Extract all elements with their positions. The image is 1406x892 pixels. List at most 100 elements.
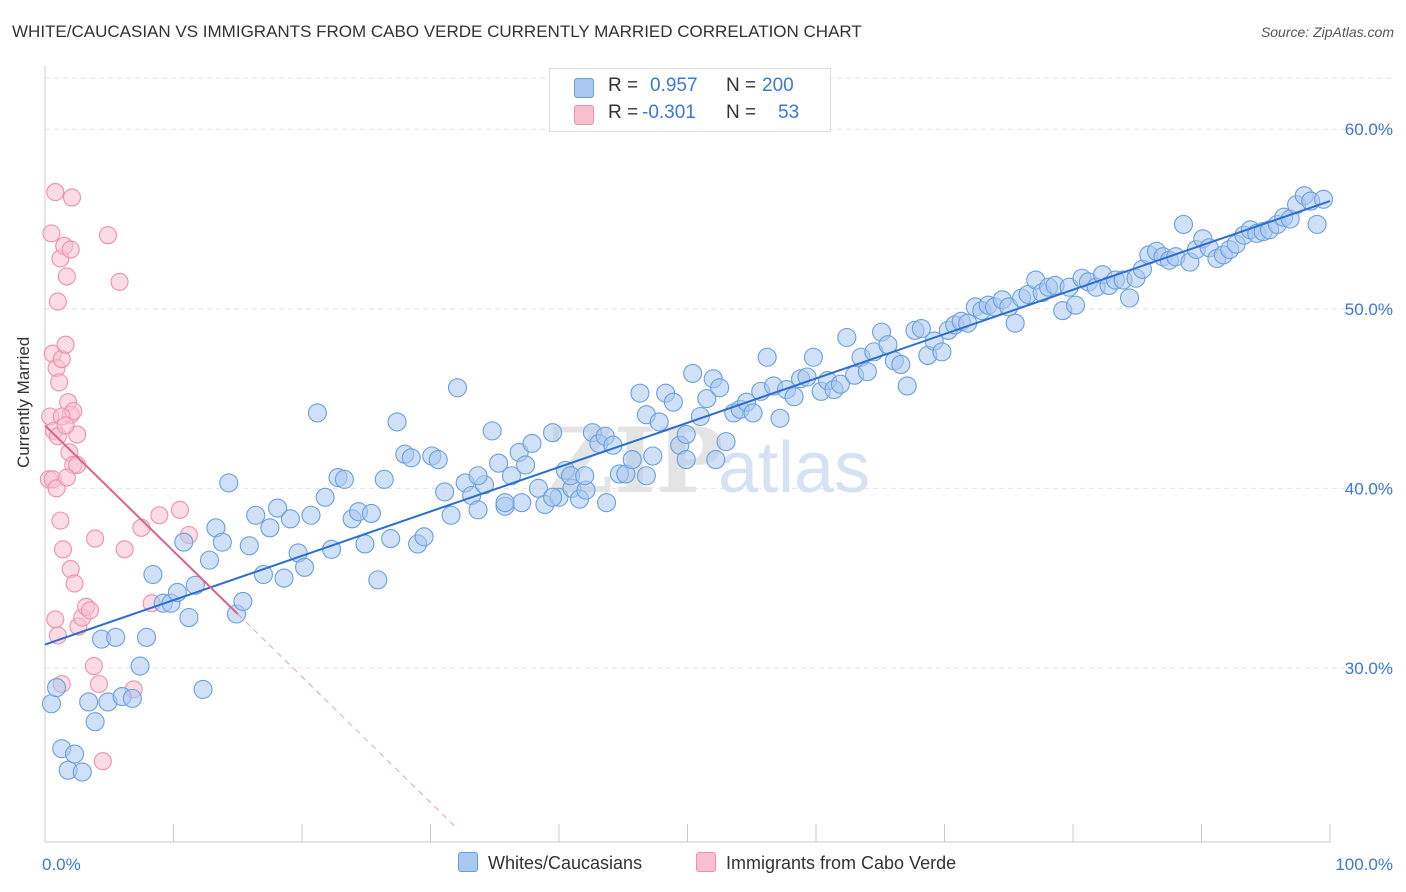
whites-point — [381, 529, 401, 549]
whites-point — [891, 354, 911, 374]
y-tick-label: 30.0% — [1345, 659, 1393, 678]
legend-r-value-2: -0.301 — [642, 102, 696, 123]
whites-point — [47, 678, 67, 698]
whites-point — [447, 378, 468, 398]
whites-point — [387, 412, 407, 432]
bottom-legend-swatch-blue — [458, 852, 478, 872]
whites-point — [596, 493, 617, 513]
chart-title: WHITE/CAUCASIAN VS IMMIGRANTS FROM CABO … — [12, 22, 862, 41]
whites-point — [489, 453, 509, 473]
cabo-verde-point — [62, 188, 82, 207]
cabo-verde-point — [84, 657, 103, 676]
whites-point — [837, 327, 857, 348]
whites-point — [1314, 189, 1334, 209]
whites-point — [199, 550, 220, 570]
whites-point — [630, 383, 650, 403]
whites-point — [716, 432, 736, 452]
trend-lines — [44, 200, 1331, 828]
whites-point — [315, 487, 335, 507]
legend-r-value-1: 0.957 — [650, 75, 698, 96]
whites-point — [830, 374, 850, 394]
whites-point — [368, 570, 388, 590]
whites-point — [301, 505, 321, 525]
whites-point — [528, 478, 548, 498]
bottom-legend-swatch-pink — [696, 852, 716, 872]
whites-point — [130, 656, 150, 676]
whites-point — [233, 591, 253, 611]
legend-r-label-2: R = — [608, 102, 639, 123]
whites-point — [676, 450, 696, 470]
whites-point — [374, 469, 394, 489]
whites-point — [663, 392, 683, 412]
cabo-verde-point — [56, 416, 75, 435]
whites-point — [41, 694, 61, 714]
y-axis-label: Currently Married — [14, 336, 33, 468]
whites-point — [260, 518, 280, 538]
whites-point — [307, 403, 327, 423]
whites-point — [770, 408, 790, 428]
legend-r-label-1: R = — [608, 75, 639, 96]
cabo-verde-trend-extension — [237, 613, 457, 828]
whites-point — [543, 423, 563, 443]
cabo-verde-point — [46, 183, 65, 202]
whites-point — [268, 498, 288, 518]
cabo-verde-point — [48, 292, 67, 311]
whites-trend-line — [44, 200, 1331, 646]
whites-point — [435, 482, 455, 502]
cabo-verde-point — [46, 610, 65, 629]
cabo-verde-point — [65, 574, 84, 593]
whites-point — [495, 493, 515, 513]
cabo-verde-point — [56, 335, 75, 354]
whites-point — [355, 534, 375, 554]
whites-point — [212, 532, 232, 552]
x-tick-label-max: 100.0% — [1335, 855, 1393, 874]
whites-point — [239, 536, 259, 556]
whites-point — [246, 505, 266, 525]
cabo-verde-trend-line — [44, 424, 239, 615]
cabo-verde-point — [42, 224, 61, 243]
whites-point — [575, 466, 595, 486]
whites-point — [143, 564, 163, 585]
whites-point — [512, 493, 532, 513]
x-tick-label-min: 0.0% — [42, 855, 81, 874]
whites-point — [522, 433, 542, 453]
whites-point — [428, 450, 448, 470]
bottom-legend-label-whites: Whites/Caucasians — [488, 853, 643, 873]
whites-point — [706, 450, 726, 470]
legend-swatch-pink — [574, 105, 594, 125]
whites-point — [295, 557, 315, 577]
whites-point — [468, 466, 488, 486]
cabo-verde-point — [170, 500, 189, 519]
whites-point — [784, 387, 804, 407]
whites-point — [441, 505, 461, 525]
whites-point — [1119, 288, 1140, 308]
whites-point — [219, 473, 239, 493]
whites-point — [193, 679, 213, 699]
watermark-atlas: atlas — [718, 428, 870, 508]
whites-point — [683, 363, 703, 383]
cabo-verde-point — [48, 626, 67, 645]
source-credit: Source: ZipAtlas.com — [1260, 24, 1394, 40]
whites-point — [482, 421, 502, 441]
correlation-legend: R = 0.957 N = 200 R = -0.301 N = 53 — [549, 68, 831, 132]
whites-point — [361, 503, 381, 524]
cabo-verde-point — [86, 529, 105, 548]
cabo-verde-point — [51, 511, 70, 530]
cabo-verde-point — [57, 468, 76, 487]
whites-point — [185, 575, 205, 595]
cabo-verde-point — [132, 518, 151, 537]
whites-point — [136, 627, 157, 647]
whites-point — [122, 688, 142, 708]
y-tick-label: 50.0% — [1345, 300, 1393, 319]
whites-point — [79, 692, 99, 712]
cabo-verde-point — [110, 272, 129, 291]
whites-point — [468, 500, 488, 520]
whites-point — [65, 744, 85, 764]
cabo-verde-point — [89, 674, 109, 694]
whites-point — [274, 568, 294, 588]
whites-point — [676, 424, 696, 445]
axes — [44, 66, 1331, 843]
whites-point — [622, 450, 642, 470]
y-tick-label: 60.0% — [1345, 120, 1393, 139]
